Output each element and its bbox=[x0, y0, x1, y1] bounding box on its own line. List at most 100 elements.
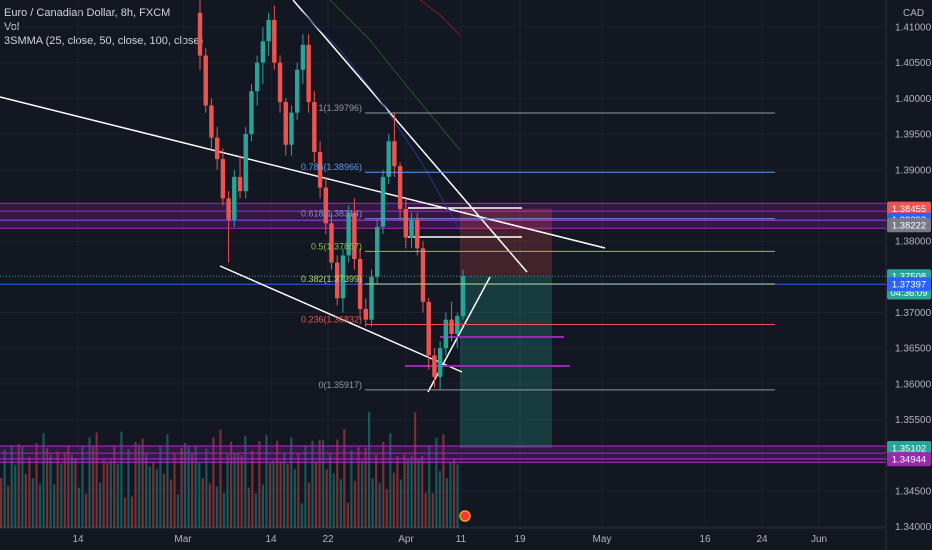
volume-bar bbox=[375, 454, 378, 528]
volume-bar bbox=[304, 445, 307, 528]
volume-bar bbox=[445, 478, 449, 528]
volume-bar bbox=[138, 444, 141, 528]
volume-bar bbox=[194, 446, 197, 528]
volume-bar bbox=[21, 445, 24, 528]
candle-body bbox=[272, 19, 277, 63]
price-tick-label: 1.40000 bbox=[895, 94, 932, 105]
volume-bar bbox=[350, 450, 353, 528]
volume-bar bbox=[14, 464, 17, 528]
price-tag[interactable] bbox=[887, 441, 931, 456]
volume-bar bbox=[435, 437, 438, 528]
symbol-title[interactable]: Euro / Canadian Dollar, 8h, FXCM bbox=[4, 7, 171, 19]
price-tag[interactable] bbox=[887, 277, 931, 292]
volume-bar bbox=[63, 451, 66, 528]
volume-bar bbox=[31, 478, 35, 528]
volume-bar bbox=[389, 433, 392, 528]
volume-bar bbox=[428, 445, 431, 528]
volume-bar bbox=[251, 450, 254, 528]
candle-body bbox=[220, 159, 226, 199]
price-tag[interactable] bbox=[887, 201, 931, 216]
candle-body bbox=[312, 101, 317, 152]
price-tick-label: 1.35500 bbox=[895, 415, 932, 426]
fib-label: 0.382(1.37399) bbox=[301, 274, 362, 284]
volume-bar bbox=[268, 462, 272, 528]
fib-label: 0.618(1.38314) bbox=[301, 209, 362, 219]
price-tick-label: 1.34000 bbox=[895, 522, 932, 533]
volume-bar bbox=[162, 473, 165, 528]
volume-bar bbox=[173, 453, 176, 528]
volume-bar bbox=[357, 447, 360, 528]
volume-bar bbox=[329, 453, 332, 528]
candle-body bbox=[340, 255, 346, 299]
volume-bar bbox=[318, 439, 321, 528]
price-tick-label: 1.34500 bbox=[895, 487, 932, 498]
volume-bar bbox=[84, 493, 88, 528]
event-marker-icon[interactable] bbox=[459, 510, 471, 522]
volume-bar bbox=[38, 483, 42, 528]
price-tick-label: 1.41000 bbox=[895, 23, 932, 34]
volume-bar bbox=[42, 433, 45, 528]
volume-bar bbox=[141, 438, 144, 528]
price-tick-label: 1.38000 bbox=[895, 237, 932, 248]
volume-bar bbox=[307, 482, 311, 528]
volume-bar bbox=[70, 454, 73, 528]
volume-bar bbox=[290, 437, 293, 528]
candle-body bbox=[352, 212, 357, 259]
time-tick-label: Apr bbox=[398, 534, 414, 545]
price-tag-label: 1.38222 bbox=[892, 221, 926, 232]
candle-body bbox=[254, 62, 260, 92]
price-tag[interactable] bbox=[887, 218, 931, 233]
time-tick-label: 14 bbox=[72, 534, 84, 545]
candle-body bbox=[363, 308, 369, 320]
candle-body bbox=[386, 141, 391, 177]
volume-bar bbox=[88, 437, 91, 528]
candle-body bbox=[226, 198, 231, 220]
currency-label[interactable]: CAD bbox=[903, 8, 924, 19]
volume-bar bbox=[198, 463, 201, 528]
candle-body bbox=[369, 276, 374, 320]
volume-bar bbox=[378, 483, 381, 528]
volume-bar bbox=[77, 487, 81, 528]
volume-bar bbox=[456, 464, 459, 528]
candle-body bbox=[306, 44, 311, 102]
volume-bar bbox=[109, 460, 112, 528]
smma-indicator-label[interactable]: 3SMMA (25, close, 50, close, 100, close) bbox=[4, 35, 204, 47]
volume-bar bbox=[201, 478, 204, 528]
candle-body bbox=[203, 55, 208, 106]
trendline-upper bbox=[0, 96, 606, 249]
volume-bar bbox=[226, 453, 229, 528]
price-tick-label: 1.40500 bbox=[895, 58, 932, 69]
volume-bar bbox=[205, 448, 208, 528]
candle-body bbox=[329, 223, 334, 263]
fib-label: 1(1.39796) bbox=[318, 103, 362, 113]
price-tag[interactable] bbox=[887, 452, 931, 467]
grid bbox=[0, 0, 887, 550]
volume-bar bbox=[130, 496, 134, 528]
fib-label: 0.786(1.38966) bbox=[301, 162, 362, 172]
volume-bar bbox=[215, 486, 219, 528]
price-tag-label: 1.35102 bbox=[892, 443, 926, 454]
candles bbox=[197, 0, 466, 390]
volume-bar bbox=[3, 449, 6, 528]
volume-bar bbox=[385, 489, 388, 528]
volume-bar bbox=[322, 440, 325, 528]
candle-body bbox=[403, 209, 409, 238]
volume-bar bbox=[169, 479, 173, 528]
volume-bar bbox=[332, 473, 335, 528]
candle-body bbox=[409, 219, 414, 238]
volume-bar bbox=[286, 464, 289, 528]
volume-bar bbox=[247, 487, 250, 528]
volume-bar bbox=[67, 445, 70, 528]
candle-body bbox=[300, 44, 306, 70]
volume-bar bbox=[113, 445, 116, 528]
volume-bar bbox=[353, 480, 357, 528]
price-tick-label: 1.36500 bbox=[895, 344, 932, 355]
volume-bar bbox=[406, 459, 410, 528]
time-tick-label: 16 bbox=[699, 534, 711, 545]
volume-bar bbox=[276, 440, 279, 528]
smma-slow bbox=[419, 0, 461, 36]
volume-bar bbox=[184, 442, 187, 528]
volume-bar bbox=[336, 439, 339, 528]
candle-body bbox=[346, 212, 351, 256]
